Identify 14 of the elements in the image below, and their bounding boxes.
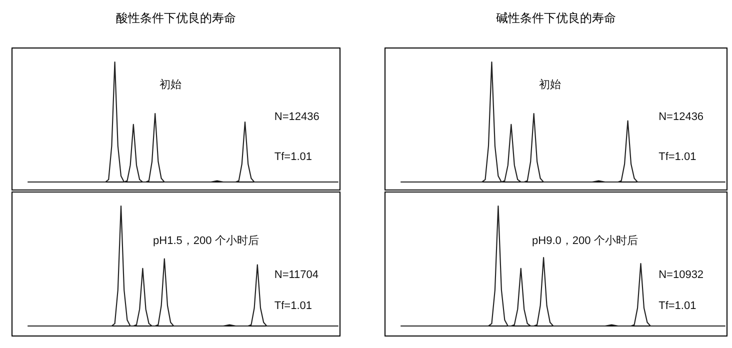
annotation: pH9.0，200 个小时后 xyxy=(532,234,638,247)
chart-title: 酸性条件下优良的寿命 xyxy=(116,11,236,25)
annotation: Tf=1.01 xyxy=(274,151,312,163)
annotation: pH1.5，200 个小时后 xyxy=(153,234,259,247)
annotation: N=10932 xyxy=(658,269,704,281)
annotation: Tf=1.01 xyxy=(658,151,696,163)
annotation: 初始 xyxy=(538,78,561,91)
annotation: N=12436 xyxy=(274,111,320,123)
annotation: 初始 xyxy=(160,78,182,91)
annotation: N=11704 xyxy=(274,269,319,281)
annotation: Tf=1.01 xyxy=(274,300,312,312)
annotation: Tf=1.01 xyxy=(658,300,696,312)
annotation: N=12436 xyxy=(658,111,704,123)
chart-title: 碱性条件下优良的寿命 xyxy=(496,11,616,25)
